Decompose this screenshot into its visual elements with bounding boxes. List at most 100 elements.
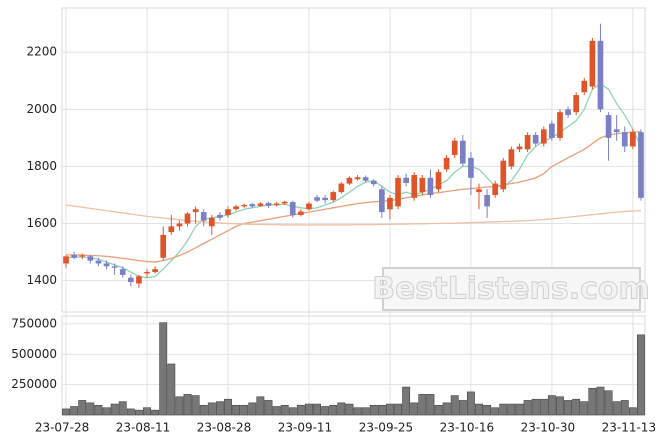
volume-bar <box>507 403 516 416</box>
volume-bar <box>637 334 645 416</box>
volume-bar <box>70 406 79 416</box>
moving-average-line <box>66 130 641 263</box>
volume-bar <box>450 395 459 416</box>
candle-body <box>249 204 256 207</box>
volume-bar <box>628 407 637 416</box>
candle-body <box>306 203 312 210</box>
volume-bar <box>232 404 241 416</box>
candle-body <box>225 209 231 215</box>
volume-bar <box>539 398 548 416</box>
candle-body <box>233 206 239 210</box>
candle-body <box>281 201 288 204</box>
volume-bar <box>394 403 402 416</box>
candle-body <box>549 123 555 138</box>
volume-bar <box>491 407 500 416</box>
candle-body <box>136 276 142 284</box>
volume-bar <box>442 402 451 416</box>
grid: 23-07-28 23-08-11 23-08-28 23-09-11 23-09-25… <box>11 8 656 435</box>
candle-body <box>411 174 418 198</box>
candle-body <box>419 177 426 193</box>
volume-bar <box>102 407 111 416</box>
volume-bar <box>426 394 435 416</box>
candle-body <box>330 192 337 201</box>
volume-bar <box>458 400 467 416</box>
candle-body <box>476 189 482 193</box>
x-tick-label: 23-10-30 <box>521 421 575 435</box>
candle-body <box>354 177 361 180</box>
x-tick-label: 23-11-13 <box>602 421 656 435</box>
candle-body <box>395 177 401 207</box>
x-tick-label: 23-09-25 <box>359 421 413 435</box>
candle-body <box>589 40 596 87</box>
x-tick-label: 23-08-11 <box>116 421 170 435</box>
y-tick-label: 250000 <box>11 377 57 391</box>
y-tick-label: 1800 <box>26 159 57 173</box>
candle-body <box>217 214 223 218</box>
candle-body <box>573 95 580 113</box>
volume-bar <box>110 403 119 416</box>
volume-bar <box>199 404 208 416</box>
candle-body <box>95 260 102 264</box>
candle-body <box>638 132 644 198</box>
volume-bar <box>556 396 564 416</box>
volume-bar <box>313 403 322 416</box>
candle-body <box>605 115 612 138</box>
volume-bar <box>86 402 95 416</box>
candle-body <box>176 223 183 227</box>
candle-body <box>435 172 442 190</box>
candle-body <box>403 177 409 183</box>
volume-bar <box>191 395 200 416</box>
candle-body <box>168 226 175 233</box>
candle-body <box>459 140 466 164</box>
volume-bar <box>215 401 224 416</box>
volume-bar <box>385 403 394 416</box>
y-tick-label: 1400 <box>26 273 57 287</box>
watermark: BestListens.com <box>372 272 650 307</box>
volume-bar <box>118 401 127 416</box>
candle-body <box>79 255 86 257</box>
volume-bar <box>588 387 597 416</box>
volume-bar <box>620 400 629 416</box>
candle-body <box>127 277 134 283</box>
candle-body <box>362 177 369 181</box>
volume-bar <box>321 406 330 416</box>
candle-body <box>298 211 304 215</box>
volume-bar <box>151 409 160 416</box>
candle-body <box>103 263 110 267</box>
candle-body <box>451 140 458 156</box>
y-tick-label: 2000 <box>26 102 57 116</box>
volume-bar <box>272 406 281 416</box>
volume-bar <box>143 407 151 416</box>
volume-bar <box>369 404 378 416</box>
candle-body <box>500 160 507 190</box>
volume-bar <box>345 403 354 416</box>
volume-bar <box>499 403 508 416</box>
candle-body <box>160 234 167 258</box>
x-tick-label: 23-09-11 <box>278 421 332 435</box>
volume-bar <box>564 400 573 416</box>
volume-bar <box>418 394 427 416</box>
candle-body <box>370 180 377 185</box>
volume-bar <box>361 407 370 416</box>
price-frame <box>61 7 646 313</box>
candle-body <box>532 135 539 144</box>
candle-body <box>540 129 547 144</box>
candle-body <box>152 269 158 273</box>
candle-body <box>289 202 296 215</box>
volume-bar <box>580 401 589 416</box>
candle-body <box>144 272 150 274</box>
candle-body <box>565 109 571 116</box>
candle-body <box>200 212 207 221</box>
volume-bar <box>159 322 168 416</box>
candle-body <box>468 157 474 178</box>
volume-bar <box>612 401 621 416</box>
volume-bar <box>240 404 249 416</box>
volume-bar <box>207 402 216 416</box>
candle-body <box>379 189 385 213</box>
candle-body <box>241 204 248 207</box>
volume-bar <box>78 400 87 416</box>
volume-bar <box>531 398 540 416</box>
x-tick-label: 23-07-28 <box>35 421 89 435</box>
volume-bar <box>523 400 532 416</box>
